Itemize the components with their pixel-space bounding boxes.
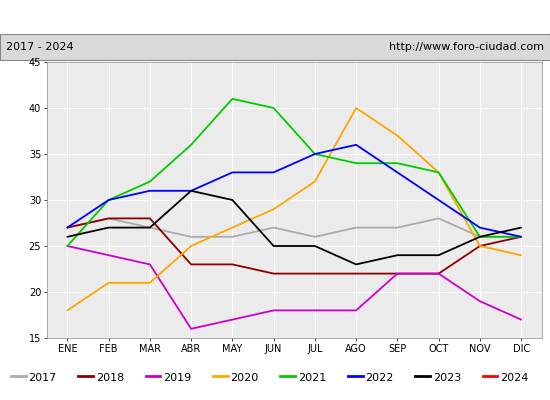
Text: 2018: 2018 — [96, 373, 124, 383]
Text: 2020: 2020 — [230, 373, 259, 383]
Text: 2017: 2017 — [29, 373, 57, 383]
Text: 2023: 2023 — [433, 373, 461, 383]
Text: Evolucion del paro registrado en Illar: Evolucion del paro registrado en Illar — [122, 8, 428, 26]
Text: http://www.foro-ciudad.com: http://www.foro-ciudad.com — [389, 42, 544, 52]
Text: 2017 - 2024: 2017 - 2024 — [6, 42, 73, 52]
Text: 2021: 2021 — [298, 373, 326, 383]
Text: 2024: 2024 — [500, 373, 529, 383]
Text: 2019: 2019 — [163, 373, 191, 383]
Text: 2022: 2022 — [365, 373, 394, 383]
